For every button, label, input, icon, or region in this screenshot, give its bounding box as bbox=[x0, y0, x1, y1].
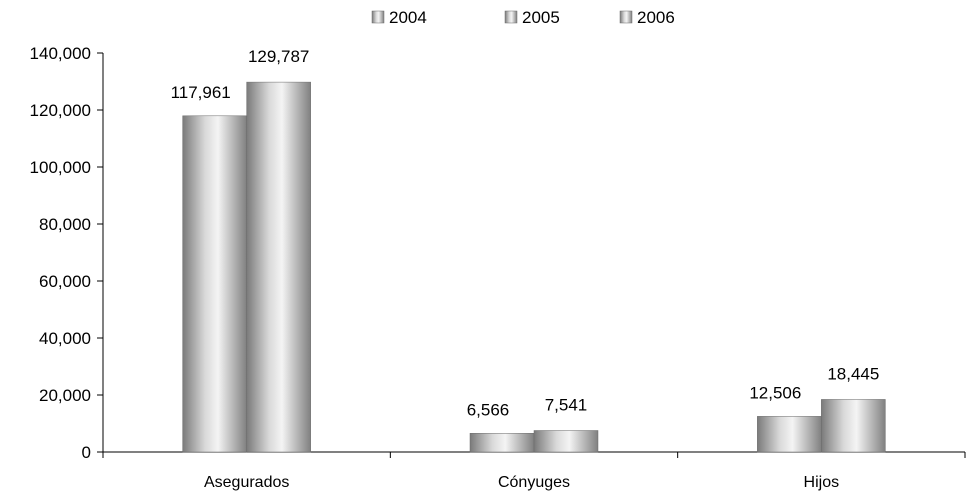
x-axis: Asegurados Cónyuges Hijos bbox=[102, 451, 966, 491]
y-tick-label: 140,000 bbox=[30, 44, 91, 63]
legend-label: 2004 bbox=[389, 8, 427, 27]
x-category-label: Asegurados bbox=[204, 474, 289, 491]
data-label: 129,787 bbox=[248, 47, 309, 66]
legend-swatch bbox=[371, 10, 385, 24]
bar-2006-asegurados bbox=[246, 81, 311, 453]
legend-swatch bbox=[619, 10, 633, 24]
bar-2005-hijos bbox=[757, 416, 822, 453]
y-tick-label: 60,000 bbox=[39, 272, 91, 291]
data-label: 7,541 bbox=[545, 396, 588, 415]
data-label: 6,566 bbox=[467, 400, 510, 419]
bars bbox=[182, 81, 886, 453]
bar-2006-hijos bbox=[821, 399, 886, 453]
bar-2005-cónyuges bbox=[469, 433, 535, 453]
y-tick-label: 0 bbox=[82, 443, 91, 462]
bar-2005-asegurados bbox=[182, 115, 247, 453]
legend-label: 2006 bbox=[637, 8, 675, 27]
y-tick-label: 40,000 bbox=[39, 329, 91, 348]
data-labels: 117,961 129,787 6,566 7,541 12,506 18,445 bbox=[171, 47, 880, 419]
x-category-label: Hijos bbox=[804, 474, 840, 491]
bar-2006-cónyuges bbox=[533, 430, 599, 453]
legend-label: 2005 bbox=[522, 8, 560, 27]
y-tick-label: 100,000 bbox=[30, 158, 91, 177]
legend-swatch bbox=[504, 10, 518, 24]
y-tick-label: 80,000 bbox=[39, 215, 91, 234]
data-label: 12,506 bbox=[749, 383, 801, 402]
data-label: 117,961 bbox=[171, 83, 231, 102]
data-label: 18,445 bbox=[827, 364, 879, 383]
legend: 2004 2005 2006 bbox=[371, 8, 675, 27]
y-tick-label: 120,000 bbox=[30, 101, 91, 120]
x-category-label: Cónyuges bbox=[498, 474, 570, 491]
y-tick-label: 20,000 bbox=[39, 386, 91, 405]
y-axis: 0 20,000 40,000 60,000 80,000 100,000 120,000 1… bbox=[30, 44, 104, 462]
